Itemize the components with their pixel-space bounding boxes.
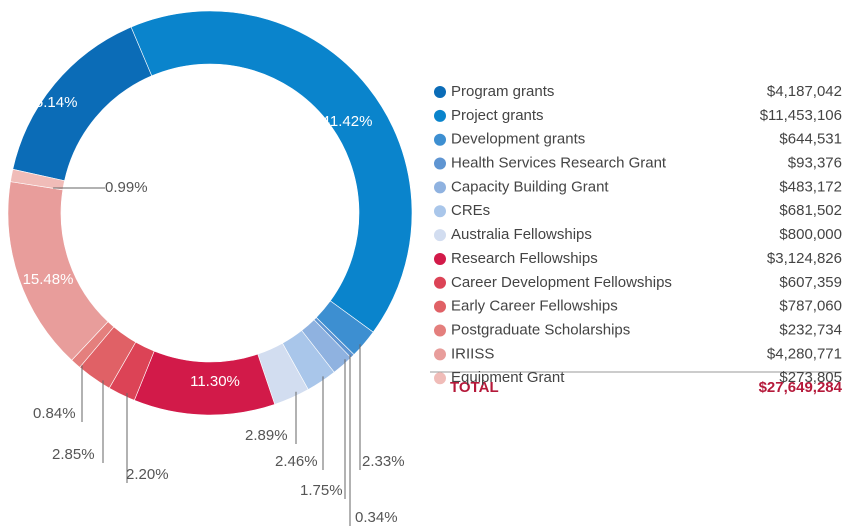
- slice-label: 11.30%: [190, 373, 240, 390]
- legend-amount: $800,000: [779, 226, 842, 243]
- legend-swatch: [434, 276, 446, 289]
- slice-label: 0.34%: [355, 509, 398, 526]
- legend-swatch: [434, 372, 446, 385]
- legend-swatch: [434, 229, 446, 242]
- legend-amount: $11,453,106: [760, 107, 842, 124]
- slice-label: 41.42%: [322, 113, 373, 130]
- slice-label: 2.20%: [126, 466, 169, 483]
- slice-label: 2.89%: [245, 427, 288, 444]
- legend-label: Health Services Research Grant: [451, 155, 667, 172]
- legend-label: Career Development Fellowships: [451, 274, 672, 291]
- legend-amount: $787,060: [779, 298, 842, 315]
- legend-swatch: [434, 252, 446, 265]
- donut-slice: [130, 10, 413, 333]
- legend-amount: $644,531: [779, 131, 842, 148]
- legend-amount: $3,124,826: [767, 250, 842, 267]
- legend-label: Capacity Building Grant: [451, 178, 609, 195]
- slice-label: 2.85%: [52, 446, 95, 463]
- legend-label: Development grants: [451, 131, 585, 148]
- legend-amount: $607,359: [779, 274, 842, 291]
- legend-amount: $93,376: [788, 155, 842, 172]
- legend-amount: $4,187,042: [767, 83, 842, 100]
- legend-amount: $232,734: [779, 321, 842, 338]
- legend-swatch: [434, 109, 446, 122]
- legend-amount: $483,172: [779, 178, 842, 195]
- legend-label: Research Fellowships: [451, 250, 598, 267]
- legend-swatch: [434, 157, 446, 170]
- legend-swatch: [434, 324, 446, 337]
- legend-amount: $681,502: [779, 202, 842, 219]
- legend-swatch: [434, 300, 446, 313]
- total-value: $27,649,284: [759, 379, 843, 396]
- slice-label: 2.46%: [275, 453, 318, 470]
- donut-slice: [10, 168, 65, 191]
- slice-label: 0.84%: [33, 405, 76, 422]
- legend-swatch: [434, 133, 446, 146]
- legend-label: Project grants: [451, 107, 544, 124]
- legend-label: Program grants: [451, 83, 554, 100]
- legend-label: Australia Fellowships: [451, 226, 592, 243]
- legend-label: CREs: [451, 202, 490, 219]
- legend-swatch: [434, 205, 446, 218]
- total-label: TOTAL: [450, 379, 499, 396]
- legend-amount: $273,805: [779, 369, 842, 386]
- legend-swatch: [434, 348, 446, 361]
- legend-label: Equipment Grant: [451, 369, 565, 386]
- slice-label: 15.48%: [23, 271, 74, 288]
- legend-label: IRIISS: [451, 345, 494, 362]
- slice-label: 1.75%: [300, 482, 343, 499]
- slice-label: 0.99%: [105, 179, 148, 196]
- legend-label: Postgraduate Scholarships: [451, 321, 630, 338]
- legend-swatch: [434, 181, 446, 194]
- legend-swatch: [434, 86, 446, 98]
- legend-label: Early Career Fellowships: [451, 298, 618, 315]
- slice-label: 15.14%: [27, 94, 78, 111]
- legend-amount: $4,280,771: [767, 345, 842, 362]
- slice-label: 2.33%: [362, 453, 405, 470]
